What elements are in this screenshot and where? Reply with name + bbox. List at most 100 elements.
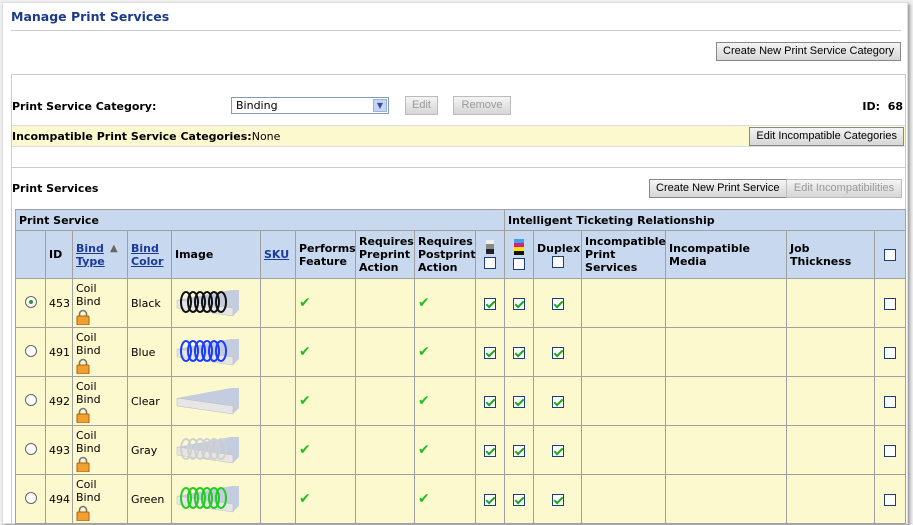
divider <box>11 30 901 31</box>
row-checkbox[interactable] <box>884 444 897 457</box>
mono-checkbox[interactable] <box>484 297 497 310</box>
duplex-select-all-checkbox[interactable] <box>551 255 564 268</box>
mono-checkbox[interactable] <box>484 346 497 359</box>
color-checkbox[interactable] <box>513 493 526 506</box>
sort-bind-type-link[interactable]: Bind Type <box>76 241 105 268</box>
category-select[interactable]: Binding ▼ <box>231 97 389 114</box>
lock-icon <box>76 358 90 374</box>
check-icon: ✔ <box>299 442 311 458</box>
sort-ascending-icon: ▲ <box>110 242 118 254</box>
row-checkbox[interactable] <box>884 297 897 310</box>
print-services-table: Print Service Intelligent Ticketing Rela… <box>14 209 907 524</box>
create-print-service-button[interactable]: Create New Print Service <box>649 179 787 198</box>
category-id: ID: 68 <box>862 100 903 113</box>
row-select-radio[interactable] <box>24 393 37 406</box>
mono-select-all-checkbox[interactable] <box>484 257 497 269</box>
create-category-button[interactable]: Create New Print Service Category <box>716 42 902 61</box>
col-id: ID <box>45 230 73 279</box>
duplex-checkbox[interactable] <box>551 346 564 359</box>
col-image: Image <box>171 230 261 279</box>
col-bind-color[interactable]: Bind Color <box>127 230 172 279</box>
check-icon: ✔ <box>418 491 430 507</box>
mono-checkbox[interactable] <box>484 493 497 506</box>
duplex-checkbox[interactable] <box>551 395 564 408</box>
mono-checkbox[interactable] <box>484 444 497 457</box>
remove-category-button[interactable]: Remove <box>453 96 511 115</box>
edit-incompatible-categories-button[interactable]: Edit Incompatible Categories <box>749 127 904 146</box>
chevron-down-icon[interactable]: ▼ <box>373 99 387 112</box>
row-id: 492 <box>45 376 73 426</box>
category-panel: Print Service Category: Binding ▼ Edit Re… <box>11 74 907 525</box>
row-checkbox[interactable] <box>884 493 897 506</box>
col-sku[interactable]: SKU <box>260 230 296 279</box>
row-sku <box>260 474 296 524</box>
check-icon: ✔ <box>299 393 311 409</box>
row-select-radio[interactable] <box>24 442 37 455</box>
row-bind-color: Green <box>127 474 172 524</box>
check-icon: ✔ <box>299 491 311 507</box>
row-id: 491 <box>45 327 73 377</box>
color-checkbox[interactable] <box>513 444 526 457</box>
col-job-thickness: Job Thickness <box>786 230 876 279</box>
col-incompatible-media: Incompatible Media <box>665 230 788 279</box>
row-checkbox[interactable] <box>884 346 897 359</box>
duplex-checkbox[interactable] <box>551 444 564 457</box>
coil-bind-image <box>176 436 239 463</box>
grayscale-icon <box>486 240 495 254</box>
cmyk-icon <box>514 239 525 255</box>
lock-icon <box>76 505 90 521</box>
row-bind-type: Coil Bind <box>76 428 101 455</box>
table-row[interactable]: 491 Coil Bind Blue ✔ ✔ <box>15 327 907 377</box>
color-checkbox[interactable] <box>513 346 526 359</box>
row-bind-color: Gray <box>127 425 172 475</box>
row-bind-color: Blue <box>127 327 172 377</box>
check-icon: ✔ <box>418 442 430 458</box>
color-select-all-checkbox[interactable] <box>513 258 526 270</box>
check-icon: ✔ <box>418 295 430 311</box>
row-bind-type: Coil Bind <box>76 379 101 406</box>
duplex-checkbox[interactable] <box>551 297 564 310</box>
row-bind-type: Coil Bind <box>76 330 101 357</box>
duplex-checkbox[interactable] <box>551 493 564 506</box>
sort-bind-color-link[interactable]: Bind Color <box>131 241 164 268</box>
check-icon: ✔ <box>418 393 430 409</box>
coil-bind-image <box>176 289 239 316</box>
row-sku <box>260 278 296 328</box>
col-incompatible-print-services: Incompatible Print Services <box>581 230 667 279</box>
select-all-checkbox[interactable] <box>884 249 897 261</box>
coil-bind-image <box>176 387 239 414</box>
table-row[interactable]: 492 Coil Bind Clear ✔ ✔ <box>15 376 907 426</box>
row-select-radio[interactable] <box>24 344 37 357</box>
incompatible-categories-bar: Incompatible Print Service Categories:No… <box>12 125 905 147</box>
print-services-label: Print Services <box>12 182 99 195</box>
row-select-radio[interactable] <box>24 295 37 308</box>
table-row[interactable]: 494 Coil Bind Green ✔ ✔ <box>15 474 907 524</box>
col-bind-type[interactable]: Bind Type ▲ <box>72 230 128 279</box>
table-row[interactable]: 493 Coil Bind Gray ✔ ✔ <box>15 425 907 475</box>
lock-icon <box>76 309 90 325</box>
table-row[interactable]: 453 Coil Bind Black ✔ ✔ <box>15 278 907 328</box>
col-requires-postprint: Requires Postprint Action <box>414 230 476 279</box>
edit-incompatibilities-button[interactable]: Edit Incompatibilities <box>786 179 902 198</box>
col-mono <box>474 230 506 279</box>
row-sku <box>260 425 296 475</box>
check-icon: ✔ <box>299 295 311 311</box>
mono-checkbox[interactable] <box>484 395 497 408</box>
check-icon: ✔ <box>418 344 430 360</box>
row-select-radio[interactable] <box>24 491 37 504</box>
edit-category-button[interactable]: Edit <box>405 96 438 115</box>
row-sku <box>260 327 296 377</box>
group-intelligent-ticketing: Intelligent Ticketing Relationship <box>504 209 907 231</box>
coil-bind-image <box>176 485 239 512</box>
color-checkbox[interactable] <box>513 297 526 310</box>
color-checkbox[interactable] <box>513 395 526 408</box>
page-title: Manage Print Services <box>11 9 170 24</box>
check-icon: ✔ <box>299 344 311 360</box>
row-bind-type: Coil Bind <box>76 281 101 308</box>
row-id: 453 <box>45 278 73 328</box>
incompatible-value: None <box>251 130 281 143</box>
sort-sku-link[interactable]: SKU <box>264 248 290 261</box>
row-checkbox[interactable] <box>884 395 897 408</box>
col-duplex: Duplex <box>533 230 583 279</box>
